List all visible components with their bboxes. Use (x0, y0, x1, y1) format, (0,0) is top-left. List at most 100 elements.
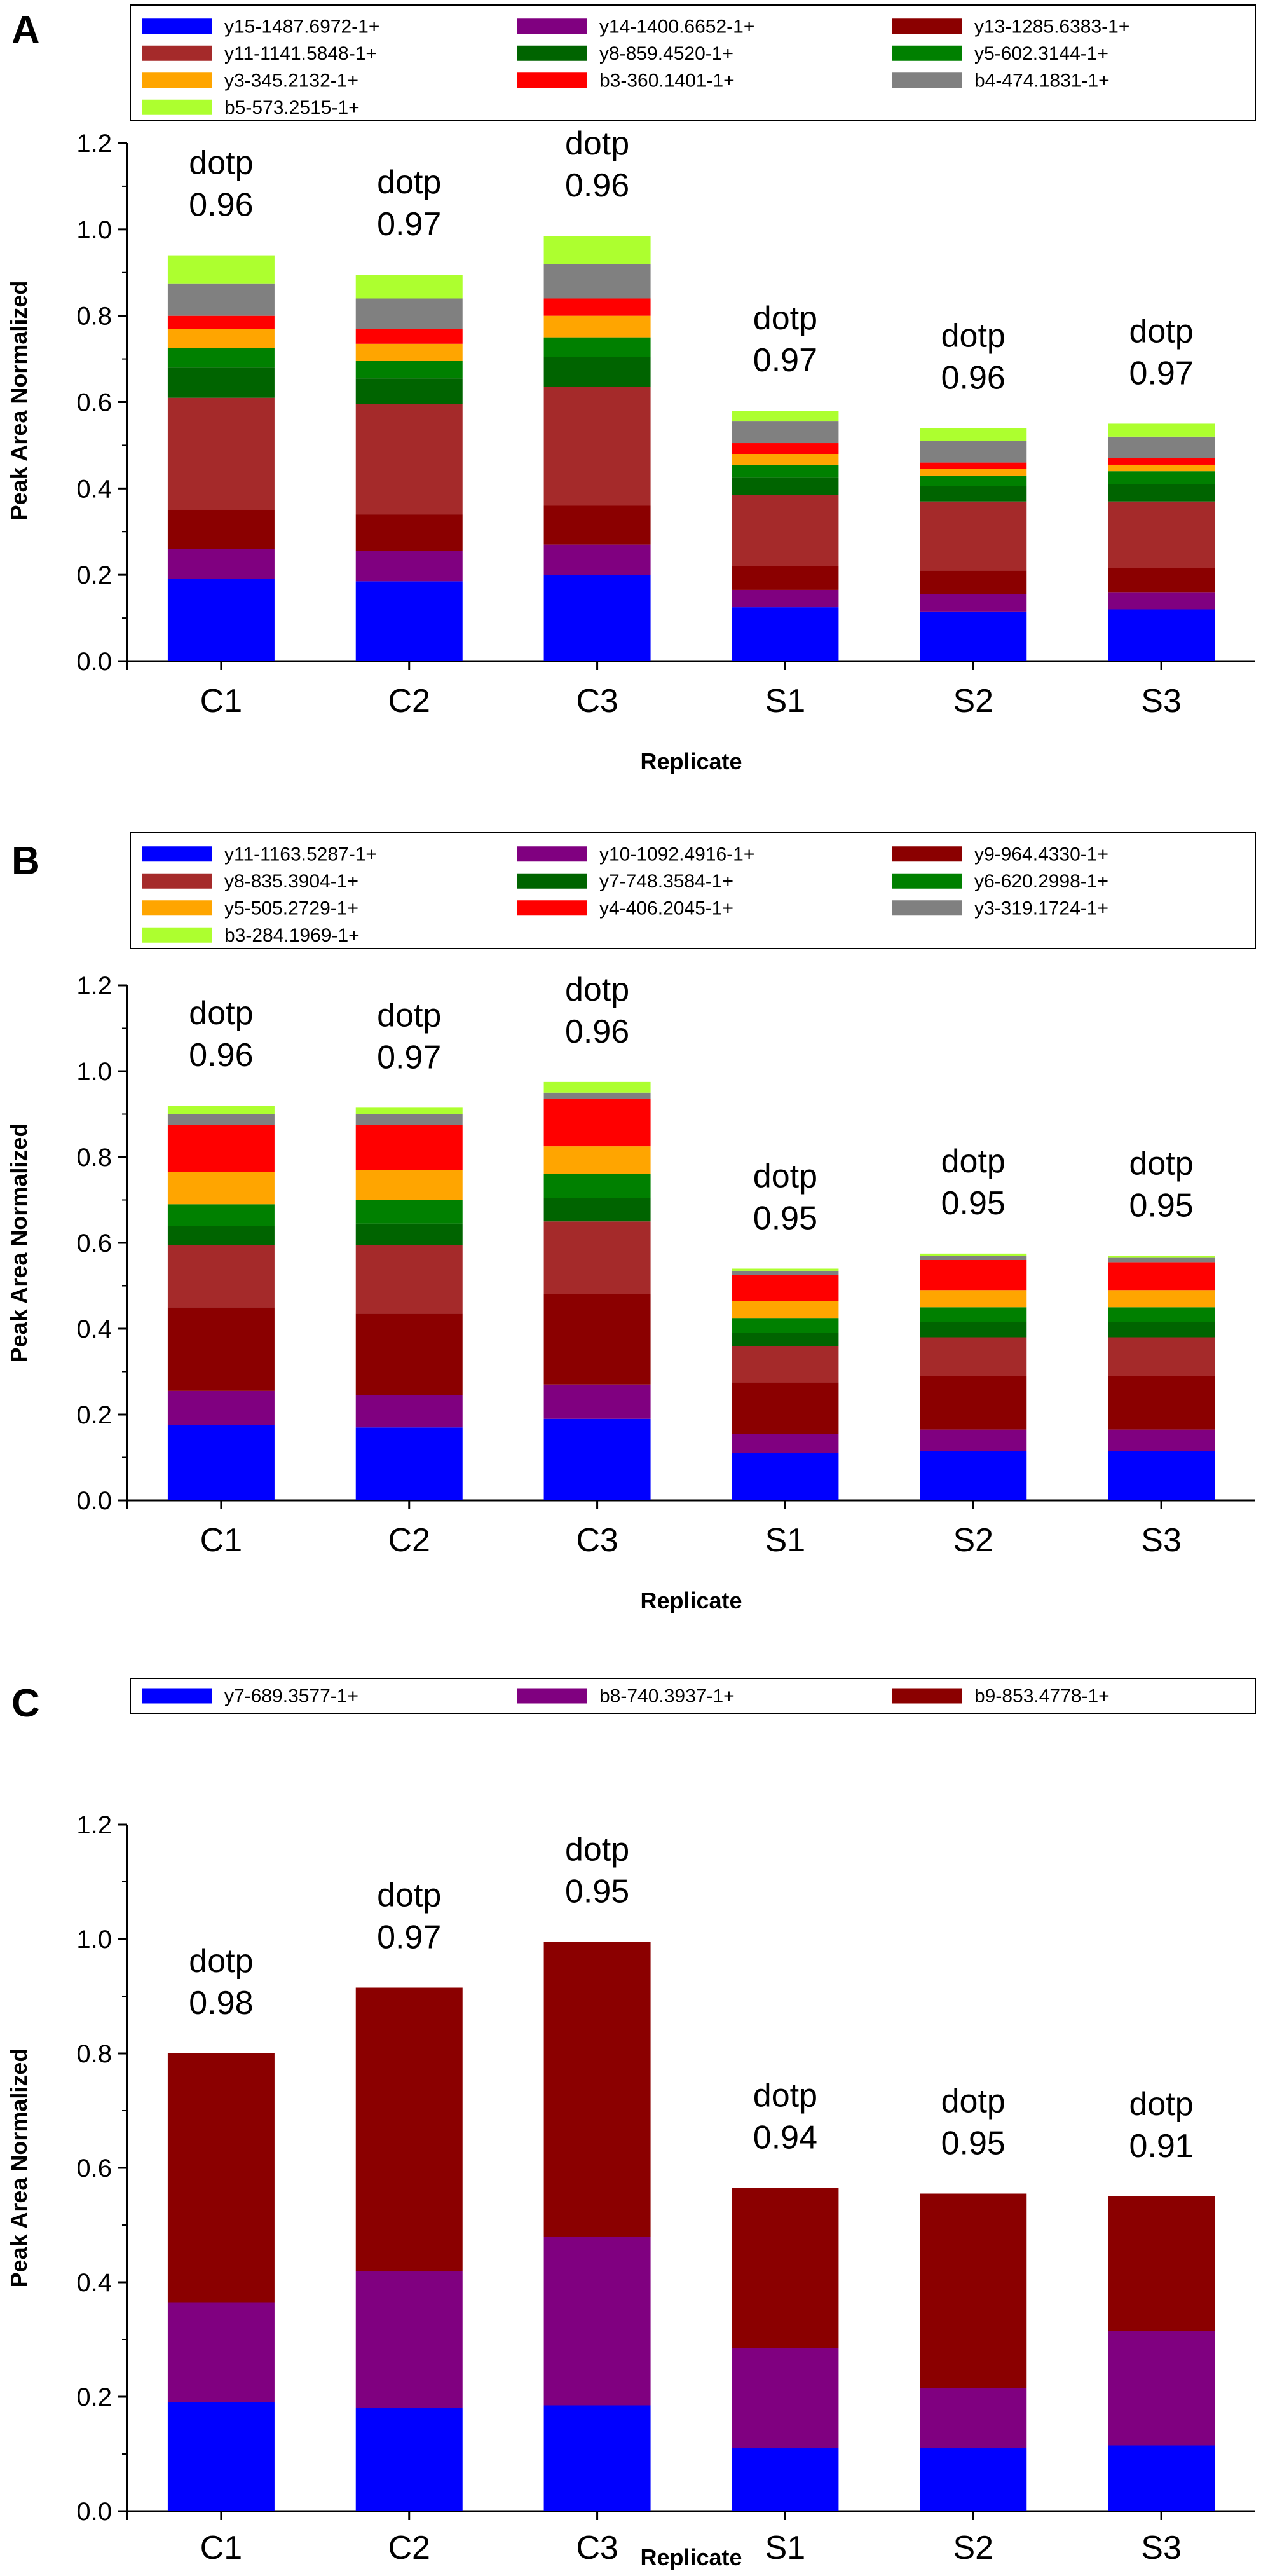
x-tick-label: C2 (388, 2530, 430, 2566)
legend-label: y7-689.3577-1+ (224, 1686, 358, 1707)
bar-segment (355, 1200, 463, 1224)
bar-segment (1108, 1262, 1215, 1291)
legend-label: y8-859.4520-1+ (599, 43, 733, 64)
dotp-label: dotp (753, 2078, 817, 2114)
bar-segment (732, 454, 839, 465)
legend-label: y3-319.1724-1+ (974, 898, 1108, 919)
legend-swatch (517, 18, 587, 34)
legend-swatch (142, 99, 212, 115)
bar-segment (920, 428, 1027, 441)
bar-segment (543, 1081, 651, 1093)
legend-label: y15-1487.6972-1+ (224, 16, 379, 37)
legend-label: y14-1400.6652-1+ (599, 16, 754, 37)
legend-label: y9-964.4330-1+ (974, 844, 1108, 865)
bar-segment (1108, 1257, 1215, 1263)
bar-segment (1108, 501, 1215, 568)
x-tick-label: C3 (576, 2530, 618, 2566)
x-tick-label: C2 (388, 683, 430, 720)
dotp-label: dotp (565, 1832, 629, 1868)
bar-segment (920, 1376, 1027, 1430)
dotp-label: dotp (941, 317, 1006, 354)
dotp-score: 0.96 (565, 167, 629, 204)
y-tick-label: 0.2 (76, 2383, 112, 2411)
x-tick-label: S2 (953, 683, 993, 720)
bar-segment (920, 1337, 1027, 1376)
bar-segment (167, 1307, 275, 1391)
bar-segment (167, 549, 275, 579)
bar-segment (167, 2302, 275, 2402)
bar-segment (543, 2405, 651, 2511)
bar-segment (1108, 2196, 1215, 2331)
bar-segment (1108, 423, 1215, 437)
bar-segment (355, 298, 463, 329)
bar-segment (543, 298, 651, 316)
bar-segment (920, 611, 1027, 661)
bar-segment (355, 378, 463, 404)
legend-label: b3-284.1969-1+ (224, 925, 360, 946)
legend-swatch (892, 72, 962, 88)
dotp-score: 0.95 (1129, 1187, 1193, 1224)
bar-segment (167, 329, 275, 348)
legend-label: y5-505.2729-1+ (224, 898, 358, 919)
x-axis-label: Replicate (640, 1587, 742, 1613)
bar-segment (543, 1174, 651, 1198)
y-axis-label: Peak Area Normalized (6, 1123, 32, 1363)
bar-segment (920, 1429, 1027, 1451)
bar-segment (732, 1333, 839, 1346)
bar-segment (732, 589, 839, 608)
bar-segment (543, 264, 651, 299)
y-tick-label: 0.0 (76, 648, 112, 676)
bar-segment (732, 495, 839, 566)
bar-segment (355, 1987, 463, 2271)
bar-segment (1108, 1307, 1215, 1322)
dotp-score: 0.94 (753, 2120, 817, 2156)
bar-segment (543, 337, 651, 357)
bar-segment (543, 1198, 651, 1222)
bar-segment (167, 2053, 275, 2303)
bar-segment (920, 570, 1027, 594)
legend-swatch (517, 900, 587, 916)
dotp-score: 0.98 (189, 1985, 253, 2022)
bar-segment (732, 1382, 839, 1434)
dotp-label: dotp (565, 971, 629, 1008)
x-tick-label: S3 (1141, 683, 1182, 720)
panel-letter: A (11, 8, 40, 52)
bar-segment (543, 1221, 651, 1294)
legend-swatch (142, 72, 212, 88)
legend-label: y4-406.2045-1+ (599, 898, 733, 919)
legend-swatch (142, 18, 212, 34)
dotp-score: 0.97 (753, 342, 817, 379)
legend-swatch (892, 45, 962, 61)
legend-label: b3-360.1401-1+ (599, 70, 735, 91)
bar-segment (1108, 592, 1215, 610)
bar-segment (1108, 568, 1215, 593)
y-tick-label: 0.8 (76, 1144, 112, 1172)
bar-segment (1108, 1322, 1215, 1338)
legend-box (130, 832, 1256, 949)
bar-segment (732, 1318, 839, 1333)
legend-swatch (517, 873, 587, 889)
legend-label: y7-748.3584-1+ (599, 871, 733, 892)
bar-segment (1108, 2445, 1215, 2511)
bar-segment (167, 348, 275, 368)
y-tick-label: 0.4 (76, 1315, 112, 1343)
bar-segment (920, 1451, 1027, 1500)
bar-segment (355, 1223, 463, 1245)
dotp-label: dotp (189, 145, 253, 182)
bar-segment (543, 315, 651, 338)
legend-swatch (517, 1688, 587, 1704)
bar-segment (1108, 2331, 1215, 2446)
legend-box (130, 4, 1256, 121)
y-tick-label: 0.0 (76, 1487, 112, 1515)
x-axis-label: Replicate (640, 2544, 742, 2570)
y-tick-label: 1.0 (76, 216, 112, 244)
y-tick-label: 0.6 (76, 389, 112, 417)
legend-label: y8-835.3904-1+ (224, 871, 358, 892)
bar-segment (167, 283, 275, 316)
x-tick-label: S1 (765, 683, 806, 720)
bar-segment (355, 360, 463, 379)
bar-segment (732, 1275, 839, 1301)
x-tick-label: C3 (576, 1522, 618, 1559)
dotp-score: 0.95 (941, 2125, 1006, 2162)
